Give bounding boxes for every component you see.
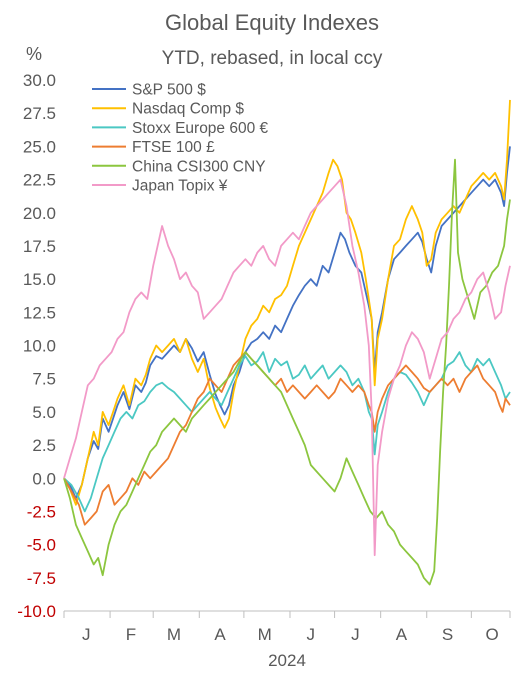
y-axis-unit: % [26,44,42,64]
y-tick-label: 2.5 [32,436,56,455]
y-tick-label: 15.0 [23,270,56,289]
x-tick-label: S [442,625,453,644]
legend-label: China CSI300 CNY [132,158,266,175]
x-tick-label: M [258,625,272,644]
legend-label: S&P 500 $ [132,82,206,99]
y-tick-label: 12.5 [23,303,56,322]
y-tick-label: 7.5 [32,370,56,389]
x-tick-label: J [351,625,360,644]
x-tick-label: F [126,625,136,644]
x-tick-label: A [396,625,408,644]
y-tick-label: -2.5 [27,502,56,521]
y-tick-label: 27.5 [23,104,56,123]
y-tick-label: -10.0 [17,602,56,621]
series-line [63,158,511,586]
x-axis-label: 2024 [268,651,306,670]
series-line [63,351,511,526]
y-tick-label: 30.0 [23,71,56,90]
chart-title: Global Equity Indexes [165,10,379,35]
series-line [63,178,511,557]
y-axis: 30.0 27.5 25.0 22.5 20.0 17.5 15.0 12.5 10.0 7.5 5… [17,71,56,621]
legend-label: Japan Topix ¥ [132,178,228,195]
y-tick-label: 0.0 [32,469,56,488]
y-tick-label: -5.0 [27,536,56,555]
y-tick-label: 5.0 [32,403,56,422]
chart-subtitle: YTD, rebased, in local ccy [162,48,383,69]
x-tick-label: A [214,625,226,644]
series-line [63,146,511,500]
x-tick-label: M [167,625,181,644]
x-tick-label: J [307,625,316,644]
legend-label: Nasdaq Comp $ [132,101,244,118]
x-tick-label: J [82,625,91,644]
legend: S&P 500 $ Nasdaq Comp $ Stoxx Europe 600 €… [92,82,269,195]
y-tick-label: 22.5 [23,171,56,190]
y-tick-label: -7.5 [27,569,56,588]
y-tick-label: 20.0 [23,204,56,223]
series-line [63,351,511,513]
series-line [63,99,511,506]
y-tick-label: 25.0 [23,137,56,156]
y-tick-label: 10.0 [23,337,56,356]
legend-label: FTSE 100 £ [132,139,215,156]
legend-label: Stoxx Europe 600 € [132,120,269,137]
y-tick-label: 17.5 [23,237,56,256]
x-tick-label: O [486,625,499,644]
series-lines [63,99,511,586]
